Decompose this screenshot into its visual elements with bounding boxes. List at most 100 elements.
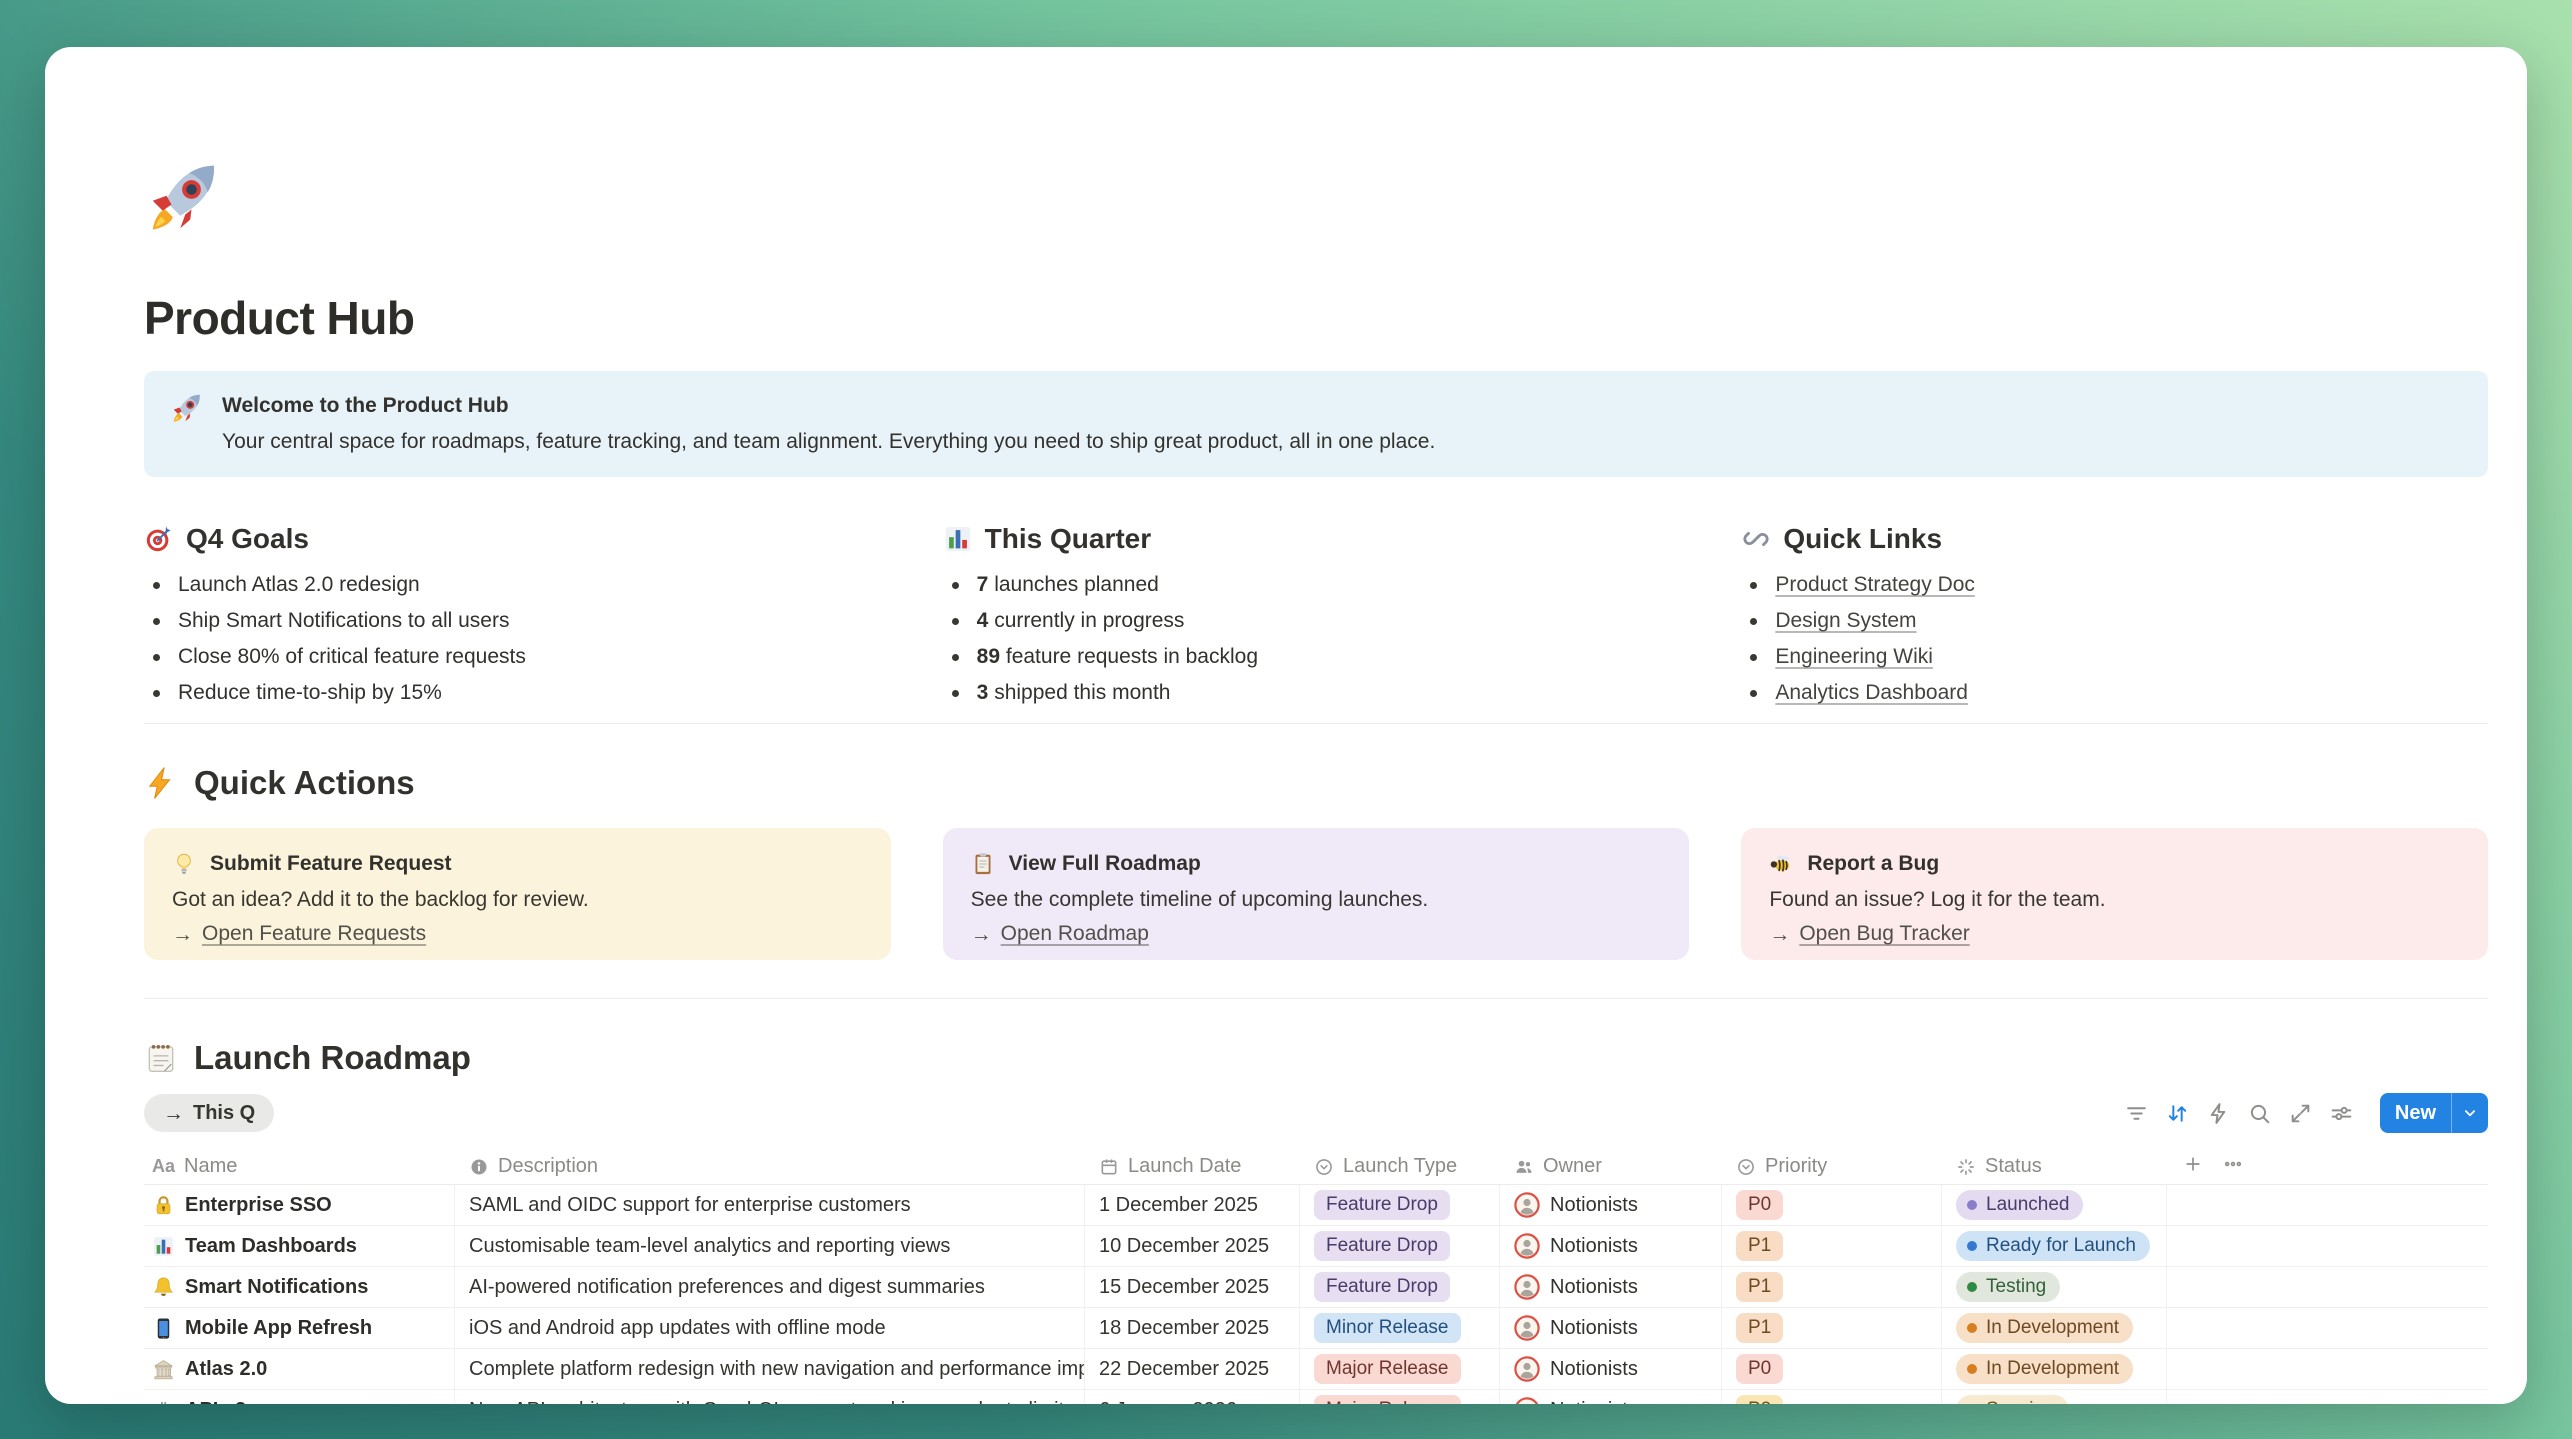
list-item: Engineering Wiki — [1741, 639, 2488, 675]
sort-icon[interactable] — [2161, 1096, 2195, 1130]
priority-tag: P0 — [1736, 1354, 1784, 1384]
table-row[interactable]: API v3 New API architecture with GraphQL… — [144, 1390, 2488, 1404]
status-dot — [1967, 1282, 1977, 1292]
locked-with-key-icon — [152, 1194, 175, 1217]
bug-icon — [1769, 852, 1793, 876]
more-options-icon[interactable] — [2223, 1154, 2243, 1180]
column-header-name[interactable]: Aa Name — [152, 1155, 238, 1177]
launch-roadmap-heading: Launch Roadmap — [144, 1039, 2488, 1077]
table-row[interactable]: Enterprise SSO SAML and OIDC support for… — [144, 1185, 2488, 1226]
link-analytics-dashboard[interactable]: Analytics Dashboard — [1775, 681, 1968, 704]
expand-icon[interactable] — [2284, 1096, 2318, 1130]
spiral-calendar-icon — [144, 1041, 178, 1075]
add-column-button[interactable] — [2183, 1154, 2203, 1180]
roadmap-toolbar: → This Q New — [144, 1093, 2488, 1133]
table-header-row: Aa Name Description Launch Date Launch Ty… — [144, 1149, 2488, 1185]
calendar-icon — [1099, 1157, 1119, 1177]
automation-lightning-icon[interactable] — [2202, 1096, 2236, 1130]
classical-building-icon — [152, 1358, 175, 1381]
status-badge: Scoping — [1956, 1395, 2069, 1404]
filter-icon[interactable] — [2120, 1096, 2154, 1130]
mobile-phone-icon — [152, 1317, 175, 1340]
column-header-status[interactable]: Status — [1942, 1155, 2167, 1178]
rocket-page-icon[interactable] — [144, 157, 224, 237]
target-icon — [144, 524, 174, 554]
link-engineering-wiki[interactable]: Engineering Wiki — [1775, 645, 1933, 668]
avatar — [1514, 1397, 1540, 1404]
electric-plug-icon — [152, 1399, 175, 1405]
table-row[interactable]: Atlas 2.0 Complete platform redesign wit… — [144, 1349, 2488, 1390]
avatar — [1514, 1274, 1540, 1300]
view-tab-this-q[interactable]: → This Q — [144, 1094, 275, 1132]
open-roadmap-link[interactable]: Open Roadmap — [1000, 922, 1149, 945]
welcome-callout: Welcome to the Product Hub Your central … — [144, 371, 2488, 477]
list-item: Launch Atlas 2.0 redesign — [144, 567, 891, 603]
column-header-launch-type[interactable]: Launch Type — [1300, 1155, 1500, 1178]
priority-tag: P1 — [1736, 1313, 1784, 1343]
bell-icon — [152, 1276, 175, 1299]
list-item: 89 feature requests in backlog — [943, 639, 1690, 675]
column-header-owner[interactable]: Owner — [1500, 1155, 1722, 1178]
divider — [144, 998, 2488, 999]
arrow-right-icon: → — [163, 1101, 184, 1125]
launch-type-tag: Major Release — [1314, 1354, 1461, 1384]
launch-type-tag: Major Release — [1314, 1395, 1461, 1404]
search-icon[interactable] — [2243, 1096, 2277, 1130]
status-dot — [1967, 1323, 1977, 1333]
avatar — [1514, 1356, 1540, 1382]
link-design-system[interactable]: Design System — [1775, 609, 1917, 632]
bar-chart-icon — [152, 1235, 175, 1258]
arrow-right-icon: → — [1769, 922, 1791, 946]
arrow-right-icon: → — [970, 922, 992, 946]
card-description: Found an issue? Log it for the team. — [1769, 888, 2106, 911]
table-row[interactable]: Smart Notifications AI-powered notificat… — [144, 1267, 2488, 1308]
avatar — [1514, 1233, 1540, 1259]
status-badge: Testing — [1956, 1272, 2061, 1302]
card-description: Got an idea? Add it to the backlog for r… — [172, 888, 589, 911]
open-bug-tracker-link[interactable]: Open Bug Tracker — [1799, 922, 1970, 945]
view-settings-icon[interactable] — [2325, 1096, 2359, 1130]
select-icon — [1314, 1157, 1334, 1177]
submit-feature-request-card: Submit Feature Request Got an idea? Add … — [144, 828, 891, 960]
clipboard-icon — [971, 852, 995, 876]
column-heading: Q4 Goals — [186, 523, 309, 554]
list-item: Product Strategy Doc — [1741, 567, 2488, 603]
column-header-description[interactable]: Description — [455, 1155, 1085, 1178]
table-row[interactable]: Team Dashboards Customisable team-level … — [144, 1226, 2488, 1267]
callout-title: Welcome to the Product Hub — [222, 394, 509, 417]
list-item: Ship Smart Notifications to all users — [144, 603, 891, 639]
status-spinner-icon — [1956, 1157, 1976, 1177]
link-product-strategy-doc[interactable]: Product Strategy Doc — [1775, 573, 1975, 596]
light-bulb-icon — [172, 852, 196, 876]
list-item: 4 currently in progress — [943, 603, 1690, 639]
page-card: Product Hub Welcome to the Product Hub Y… — [45, 47, 2527, 1404]
view-full-roadmap-card: View Full Roadmap See the complete timel… — [942, 828, 1690, 960]
column-heading: This Quarter — [984, 523, 1152, 554]
priority-tag: P1 — [1736, 1272, 1784, 1302]
people-icon — [1514, 1157, 1534, 1177]
column-header-launch-date[interactable]: Launch Date — [1085, 1155, 1300, 1178]
table-row[interactable]: Mobile App Refresh iOS and Android app u… — [144, 1308, 2488, 1349]
list-item: Close 80% of critical feature requests — [144, 639, 891, 675]
new-button[interactable]: New — [2379, 1093, 2488, 1133]
quick-action-cards: Submit Feature Request Got an idea? Add … — [144, 828, 2488, 960]
status-badge: Ready for Launch — [1956, 1231, 2150, 1261]
info-icon — [469, 1157, 489, 1177]
list-item: 3 shipped this month — [943, 675, 1690, 711]
page-title[interactable]: Product Hub — [144, 292, 415, 344]
launch-type-tag: Minor Release — [1314, 1313, 1461, 1343]
q4-goals-column: Q4 Goals Launch Atlas 2.0 redesign Ship … — [144, 523, 891, 711]
chevron-down-icon[interactable] — [2451, 1093, 2488, 1133]
launch-roadmap-table: Aa Name Description Launch Date Launch Ty… — [144, 1149, 2488, 1404]
avatar — [1514, 1192, 1540, 1218]
column-header-priority[interactable]: Priority — [1722, 1155, 1942, 1178]
bar-chart-icon — [943, 524, 973, 554]
list-item: Reduce time-to-ship by 15% — [144, 675, 891, 711]
select-icon — [1736, 1157, 1756, 1177]
report-a-bug-card: Report a Bug Found an issue? Log it for … — [1741, 828, 2488, 960]
priority-tag: P0 — [1736, 1190, 1784, 1220]
status-badge: Launched — [1956, 1190, 2084, 1220]
open-feature-requests-link[interactable]: Open Feature Requests — [202, 922, 427, 945]
launch-type-tag: Feature Drop — [1314, 1231, 1450, 1261]
